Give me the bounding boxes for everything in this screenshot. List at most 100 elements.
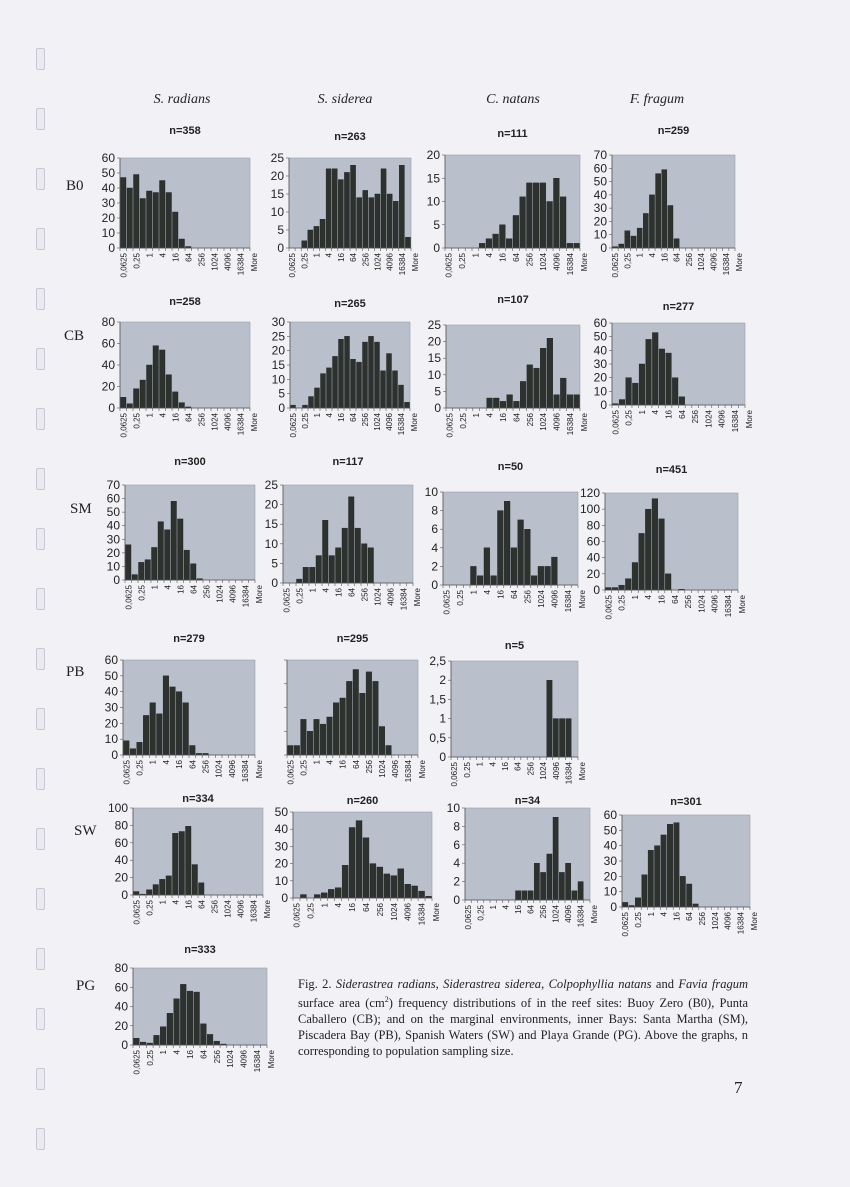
y-tick-label: 8 — [431, 504, 438, 518]
y-tick-label: 25 — [265, 478, 279, 492]
binding-hole — [36, 648, 45, 670]
x-tick-label: 1024 — [373, 587, 382, 605]
x-tick-label: More — [267, 1049, 276, 1068]
y-tick-label: 60 — [102, 337, 116, 351]
y-tick-label: 6 — [453, 838, 460, 852]
y-tick-label: 60 — [587, 535, 601, 549]
x-tick-label: 16384 — [236, 252, 245, 275]
y-tick-label: 20 — [107, 546, 121, 560]
x-tick-label: 1024 — [537, 589, 546, 607]
y-tick-label: 40 — [107, 519, 121, 533]
x-tick-label: 4 — [486, 412, 495, 417]
binding-hole — [36, 588, 45, 610]
y-tick-label: 60 — [594, 161, 608, 175]
x-tick-label: 256 — [360, 587, 369, 601]
x-tick-label: 0,0625 — [132, 899, 141, 924]
x-tick-label: 0,25 — [459, 412, 468, 428]
x-tick-label: 16384 — [731, 409, 740, 432]
y-tick-label: 0 — [593, 583, 600, 597]
x-tick-label: More — [418, 759, 427, 778]
y-tick-label: 0 — [433, 241, 440, 255]
y-tick-label: 5 — [433, 218, 440, 232]
x-tick-label: 0,25 — [137, 584, 146, 600]
y-tick-label: 0 — [600, 241, 607, 255]
y-tick-label: 30 — [275, 839, 289, 853]
x-tick-label: 16384 — [249, 899, 258, 922]
x-tick-label: 16 — [660, 252, 669, 261]
x-tick-label: 16 — [498, 252, 507, 261]
x-tick-label: 0,0625 — [621, 911, 630, 936]
site-label-b0: B0 — [66, 178, 84, 194]
histogram-title-n: n=50 — [498, 461, 523, 473]
species-header-s-siderea: S. siderea — [317, 92, 373, 107]
x-tick-label: 256 — [523, 589, 532, 603]
y-tick-label: 60 — [115, 980, 129, 994]
x-tick-label: 0,25 — [300, 252, 309, 268]
x-tick-label: 4 — [321, 587, 330, 592]
x-tick-label: 256 — [202, 584, 211, 598]
x-tick-label: 256 — [361, 252, 370, 266]
x-tick-label: More — [738, 594, 747, 613]
plot-area — [445, 324, 581, 409]
x-tick-label: 4096 — [404, 902, 413, 920]
x-tick-label: 16384 — [236, 412, 245, 435]
binding-hole — [36, 348, 45, 370]
y-tick-label: 60 — [105, 653, 119, 667]
y-tick-label: 0 — [121, 1038, 128, 1052]
y-tick-label: 20 — [594, 371, 608, 385]
x-tick-label: 16384 — [724, 594, 733, 617]
histogram-title-n: n=260 — [347, 795, 379, 807]
y-tick-label: 0 — [277, 241, 284, 255]
x-tick-label: 16384 — [564, 761, 573, 784]
x-tick-label: 16 — [339, 759, 348, 768]
x-tick-label: 256 — [210, 899, 219, 913]
plot-area — [604, 492, 739, 591]
x-tick-label: 4 — [173, 1049, 182, 1054]
binding-hole — [36, 888, 45, 910]
x-tick-label: 256 — [197, 252, 206, 266]
x-tick-label: 64 — [188, 759, 197, 768]
histogram-title-n: n=258 — [169, 296, 201, 308]
y-tick-label: 30 — [604, 854, 618, 868]
x-tick-label: 1 — [312, 252, 321, 257]
y-tick-label: 50 — [102, 166, 116, 180]
y-tick-label: 50 — [594, 330, 608, 344]
y-tick-label: 1 — [439, 712, 446, 726]
y-tick-label: 20 — [604, 869, 618, 883]
x-tick-label: 4096 — [552, 761, 561, 779]
x-tick-label: 1 — [631, 594, 640, 599]
x-tick-label: 1024 — [215, 584, 224, 602]
x-tick-label: 1024 — [704, 409, 713, 427]
binding-hole — [36, 768, 45, 790]
y-tick-label: 4 — [453, 856, 460, 870]
site-label-pb: PB — [66, 664, 85, 680]
x-tick-label: 4 — [334, 902, 343, 907]
x-tick-label: 1024 — [210, 412, 219, 430]
x-tick-label: 64 — [184, 252, 193, 261]
y-tick-label: 15 — [271, 187, 285, 201]
x-tick-label: 64 — [678, 409, 687, 418]
x-tick-label: 16384 — [418, 902, 427, 925]
caption-species: Colpophyllia natans — [548, 977, 652, 991]
binding-hole — [36, 108, 45, 130]
histogram-title-n: n=277 — [663, 301, 695, 313]
histogram-bar — [180, 984, 187, 1046]
x-tick-label: More — [250, 412, 259, 431]
caption-text: ) frequency distributions of in the reef… — [298, 996, 749, 1059]
y-tick-label: 100 — [108, 801, 128, 815]
x-tick-label: 1024 — [539, 761, 548, 779]
x-tick-label: 0,25 — [136, 759, 145, 775]
histogram-title-n: n=358 — [169, 125, 201, 137]
histogram-bar — [160, 1026, 167, 1046]
x-tick-label: 0,0625 — [611, 252, 620, 277]
x-tick-label: 4096 — [709, 252, 718, 270]
plot-area — [132, 967, 268, 1046]
y-tick-label: 6 — [431, 522, 438, 536]
y-tick-label: 60 — [102, 151, 116, 165]
y-tick-label: 50 — [275, 805, 289, 819]
